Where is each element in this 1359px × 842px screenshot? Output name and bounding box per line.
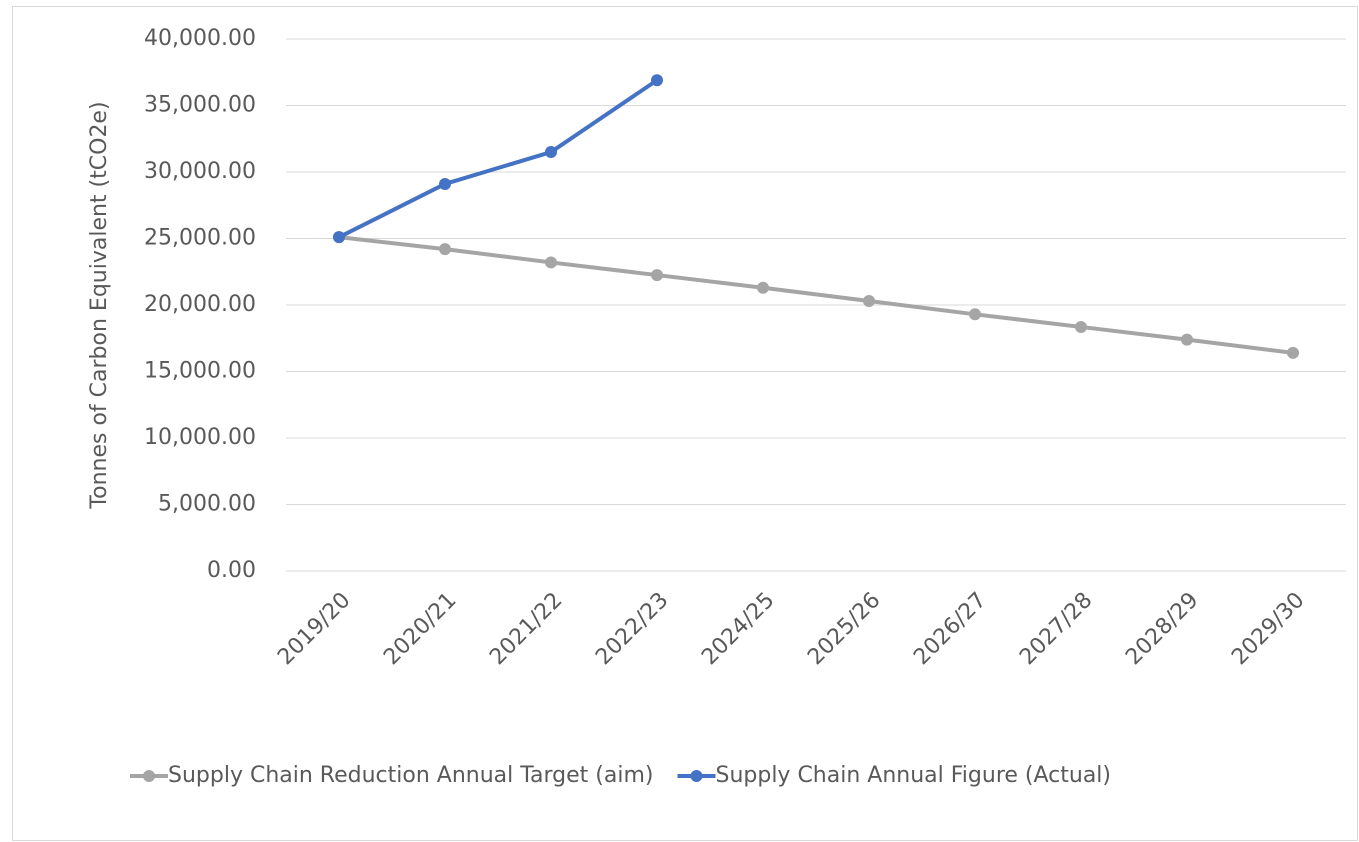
legend-marker xyxy=(143,770,155,782)
point xyxy=(333,231,345,244)
chart-frame xyxy=(12,6,1358,841)
point xyxy=(1075,320,1087,333)
y-tick-label: 35,000.00 xyxy=(144,93,256,118)
y-tick-label: 5,000.00 xyxy=(158,492,256,517)
point xyxy=(1181,333,1193,346)
legend-marker xyxy=(690,770,703,782)
point xyxy=(439,177,451,190)
y-tick-label: 25,000.00 xyxy=(144,226,256,251)
y-tick-label: 0.00 xyxy=(207,558,256,583)
point xyxy=(863,295,875,308)
point xyxy=(545,146,557,159)
y-tick-label: 20,000.00 xyxy=(144,292,256,317)
series-line xyxy=(338,235,1294,355)
y-tick-label: 40,000.00 xyxy=(144,26,256,51)
y-axis-label: Tonnes of Carbon Equivalent (tCO2e) xyxy=(87,101,112,509)
point xyxy=(1287,346,1299,359)
point xyxy=(439,243,451,256)
y-tick-label: 10,000.00 xyxy=(144,425,256,450)
legend-label: Supply Chain Reduction Annual Target (ai… xyxy=(168,763,653,788)
y-tick-label: 30,000.00 xyxy=(144,159,256,184)
point xyxy=(651,269,663,282)
y-tick-label: 15,000.00 xyxy=(144,359,256,384)
point xyxy=(545,256,557,269)
point xyxy=(969,308,981,321)
point xyxy=(651,74,663,87)
series-line xyxy=(338,78,659,239)
point xyxy=(757,281,769,294)
legend-label: Supply Chain Annual Figure (Actual) xyxy=(715,763,1111,788)
